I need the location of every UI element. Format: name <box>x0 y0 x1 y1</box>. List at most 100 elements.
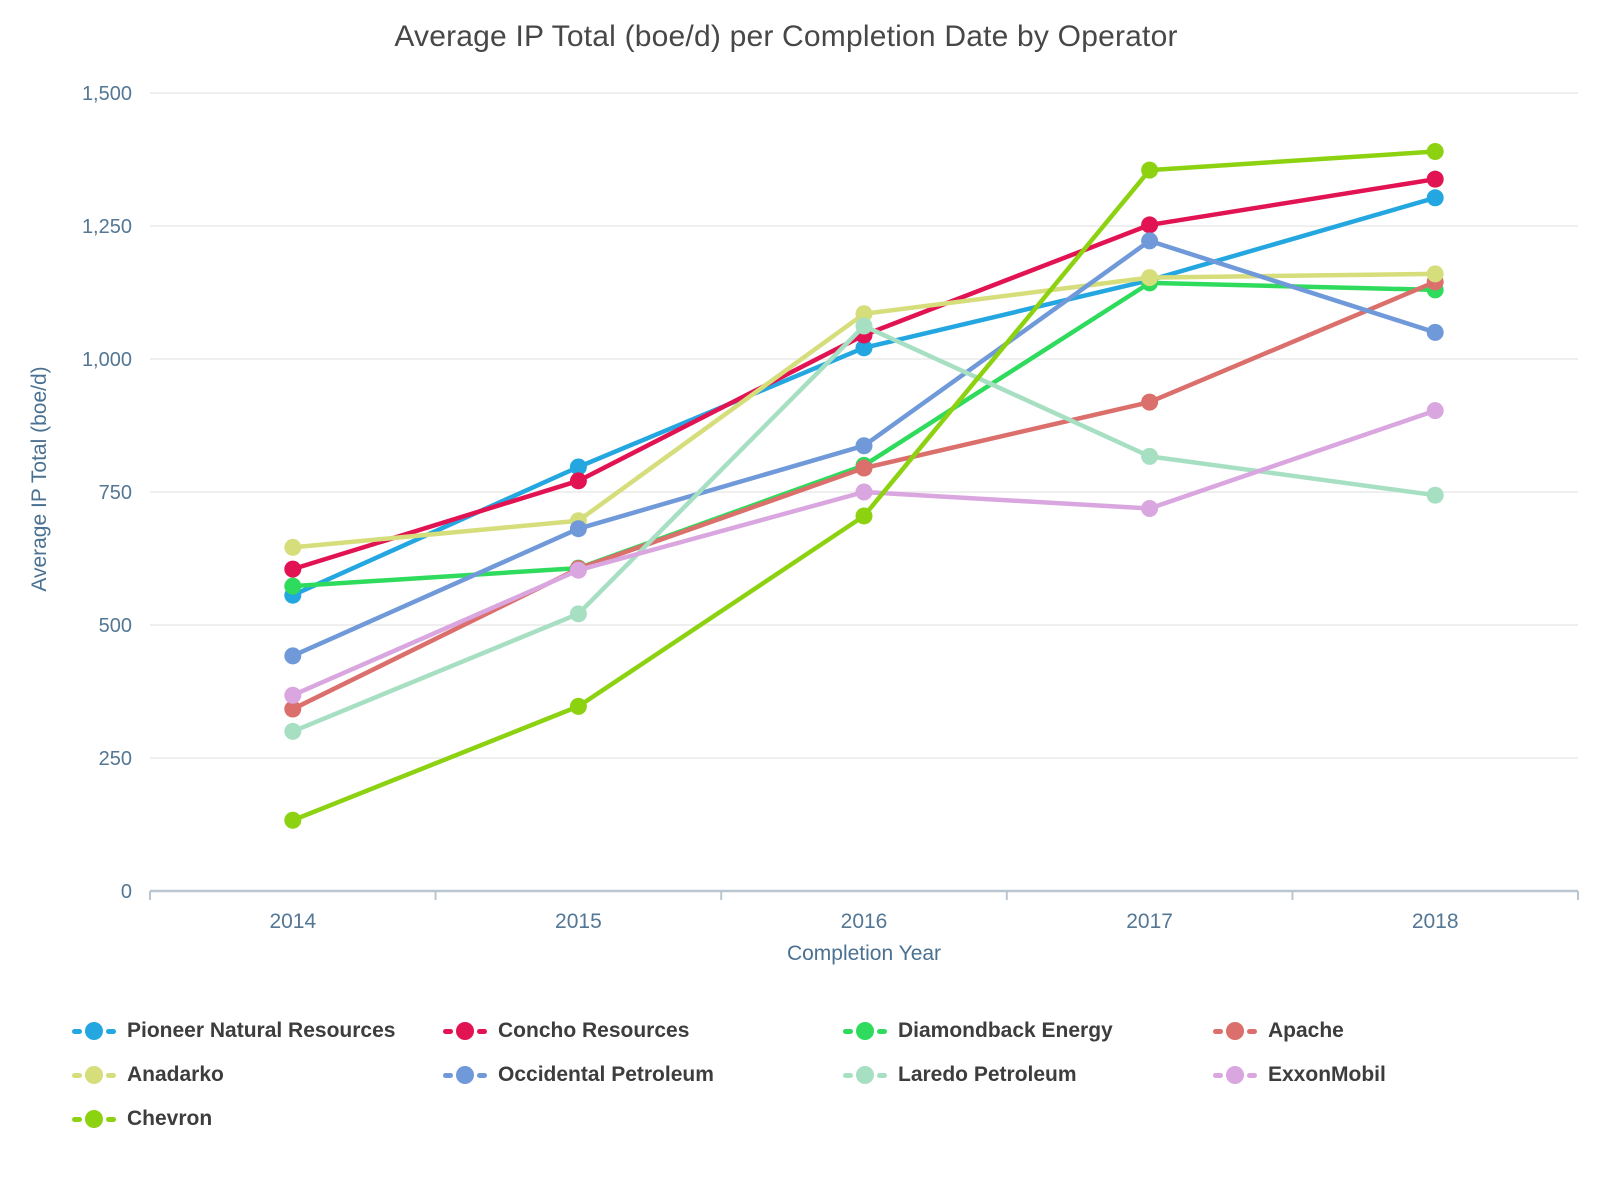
data-point[interactable] <box>1426 143 1444 161</box>
series-laredo-petroleum <box>284 317 1444 740</box>
data-point[interactable] <box>284 686 302 704</box>
series-occidental-petroleum <box>284 232 1444 665</box>
legend-label: Occidental Petroleum <box>498 1063 714 1086</box>
data-point[interactable] <box>855 483 873 501</box>
legend-item-exxonmobil[interactable]: ExxonMobil <box>1213 1061 1562 1089</box>
legend-label: Chevron <box>127 1107 213 1130</box>
data-point[interactable] <box>284 577 302 595</box>
y-tick-label: 1,500 <box>82 83 132 105</box>
x-tick-label: 2017 <box>1126 910 1173 933</box>
data-point[interactable] <box>1141 499 1159 517</box>
x-axis-title: Completion Year <box>786 942 942 965</box>
data-point[interactable] <box>1141 393 1159 411</box>
legend-series-marker-icon <box>72 1022 116 1040</box>
legend-item-anadarko[interactable]: Anadarko <box>72 1061 443 1089</box>
legend-series-marker-icon <box>1213 1066 1257 1084</box>
series-chevron <box>284 143 1444 829</box>
data-point[interactable] <box>1141 232 1159 250</box>
legend-item-apache[interactable]: Apache <box>1213 1017 1562 1045</box>
legend-item-concho-resources[interactable]: Concho Resources <box>443 1017 843 1045</box>
data-point[interactable] <box>284 538 302 556</box>
legend-dash-icon <box>1213 1072 1223 1078</box>
data-point[interactable] <box>1426 323 1444 341</box>
data-point[interactable] <box>1426 170 1444 188</box>
legend-dash-icon <box>877 1028 887 1034</box>
data-point[interactable] <box>1426 402 1444 420</box>
y-tick-label: 500 <box>99 615 132 637</box>
legend-dash-icon <box>72 1116 82 1122</box>
series-anadarko <box>284 265 1444 556</box>
x-tick-label: 2016 <box>841 910 888 933</box>
legend-item-occidental-petroleum[interactable]: Occidental Petroleum <box>443 1061 843 1089</box>
x-tick-label: 2018 <box>1412 910 1459 933</box>
y-tick-labels: 0 250 500 750 1,000 1,250 1,500 <box>82 83 132 903</box>
legend-label: Diamondback Energy <box>898 1019 1113 1042</box>
data-point[interactable] <box>1426 486 1444 504</box>
legend-dash-icon <box>443 1072 453 1078</box>
legend-dash-icon <box>72 1072 82 1078</box>
x-axis: 2014 2015 2016 2017 2018 <box>149 891 1579 933</box>
legend-dot-icon <box>85 1022 103 1040</box>
gridlines <box>150 92 1578 893</box>
y-tick-label: 1,000 <box>82 349 132 371</box>
chart-title: Average IP Total (boe/d) per Completion … <box>394 20 1178 53</box>
legend-dot-icon <box>856 1022 874 1040</box>
legend-dash-icon <box>72 1028 82 1034</box>
legend-label: Anadarko <box>127 1063 224 1086</box>
data-point[interactable] <box>1426 265 1444 283</box>
series-exxonmobil <box>284 402 1444 704</box>
legend-series-marker-icon <box>843 1022 887 1040</box>
data-point[interactable] <box>569 697 587 715</box>
data-point[interactable] <box>1141 269 1159 287</box>
data-point[interactable] <box>284 700 302 718</box>
y-tick-label: 0 <box>121 881 132 903</box>
legend-dash-icon <box>477 1072 487 1078</box>
data-point[interactable] <box>1426 189 1444 207</box>
legend-item-diamondback-energy[interactable]: Diamondback Energy <box>843 1017 1213 1045</box>
data-point[interactable] <box>855 305 873 323</box>
x-tick-label: 2015 <box>555 910 602 933</box>
x-tick-label: 2014 <box>269 910 316 933</box>
legend-item-pioneer-natural-resources[interactable]: Pioneer Natural Resources <box>72 1017 443 1045</box>
legend-dash-icon <box>877 1072 887 1078</box>
data-point[interactable] <box>284 811 302 829</box>
data-point[interactable] <box>569 605 587 623</box>
series-concho-resources <box>284 170 1444 578</box>
data-point[interactable] <box>569 520 587 538</box>
legend-series-marker-icon <box>72 1066 116 1084</box>
data-point[interactable] <box>855 507 873 525</box>
data-point[interactable] <box>284 560 302 578</box>
data-point[interactable] <box>284 647 302 665</box>
data-point[interactable] <box>855 317 873 335</box>
legend-dot-icon <box>1226 1022 1244 1040</box>
data-point[interactable] <box>569 561 587 579</box>
legend-dot-icon <box>456 1022 474 1040</box>
data-point[interactable] <box>284 722 302 740</box>
data-point[interactable] <box>569 472 587 490</box>
chart-legend: Pioneer Natural Resources Concho Resource… <box>72 1017 1562 1133</box>
data-point[interactable] <box>1141 447 1159 465</box>
data-point[interactable] <box>1141 216 1159 234</box>
y-axis-title: Average IP Total (boe/d) <box>28 366 51 592</box>
legend-dash-icon <box>443 1028 453 1034</box>
legend-dot-icon <box>85 1110 103 1128</box>
series-pioneer-natural-resources <box>284 189 1444 604</box>
legend-dash-icon <box>1247 1072 1257 1078</box>
data-point[interactable] <box>1141 161 1159 179</box>
legend-item-laredo-petroleum[interactable]: Laredo Petroleum <box>843 1061 1213 1089</box>
data-point[interactable] <box>855 339 873 357</box>
legend-item-chevron[interactable]: Chevron <box>72 1105 443 1133</box>
legend-label: Laredo Petroleum <box>898 1063 1077 1086</box>
series-line <box>290 323 1438 734</box>
legend-dash-icon <box>106 1116 116 1122</box>
legend-dot-icon <box>456 1066 474 1084</box>
data-point[interactable] <box>855 459 873 477</box>
legend-dot-icon <box>856 1066 874 1084</box>
legend-label: Concho Resources <box>498 1019 690 1042</box>
data-point[interactable] <box>855 437 873 455</box>
data-point[interactable] <box>569 458 587 476</box>
legend-label: Pioneer Natural Resources <box>127 1019 396 1042</box>
y-tick-label: 250 <box>99 748 132 770</box>
